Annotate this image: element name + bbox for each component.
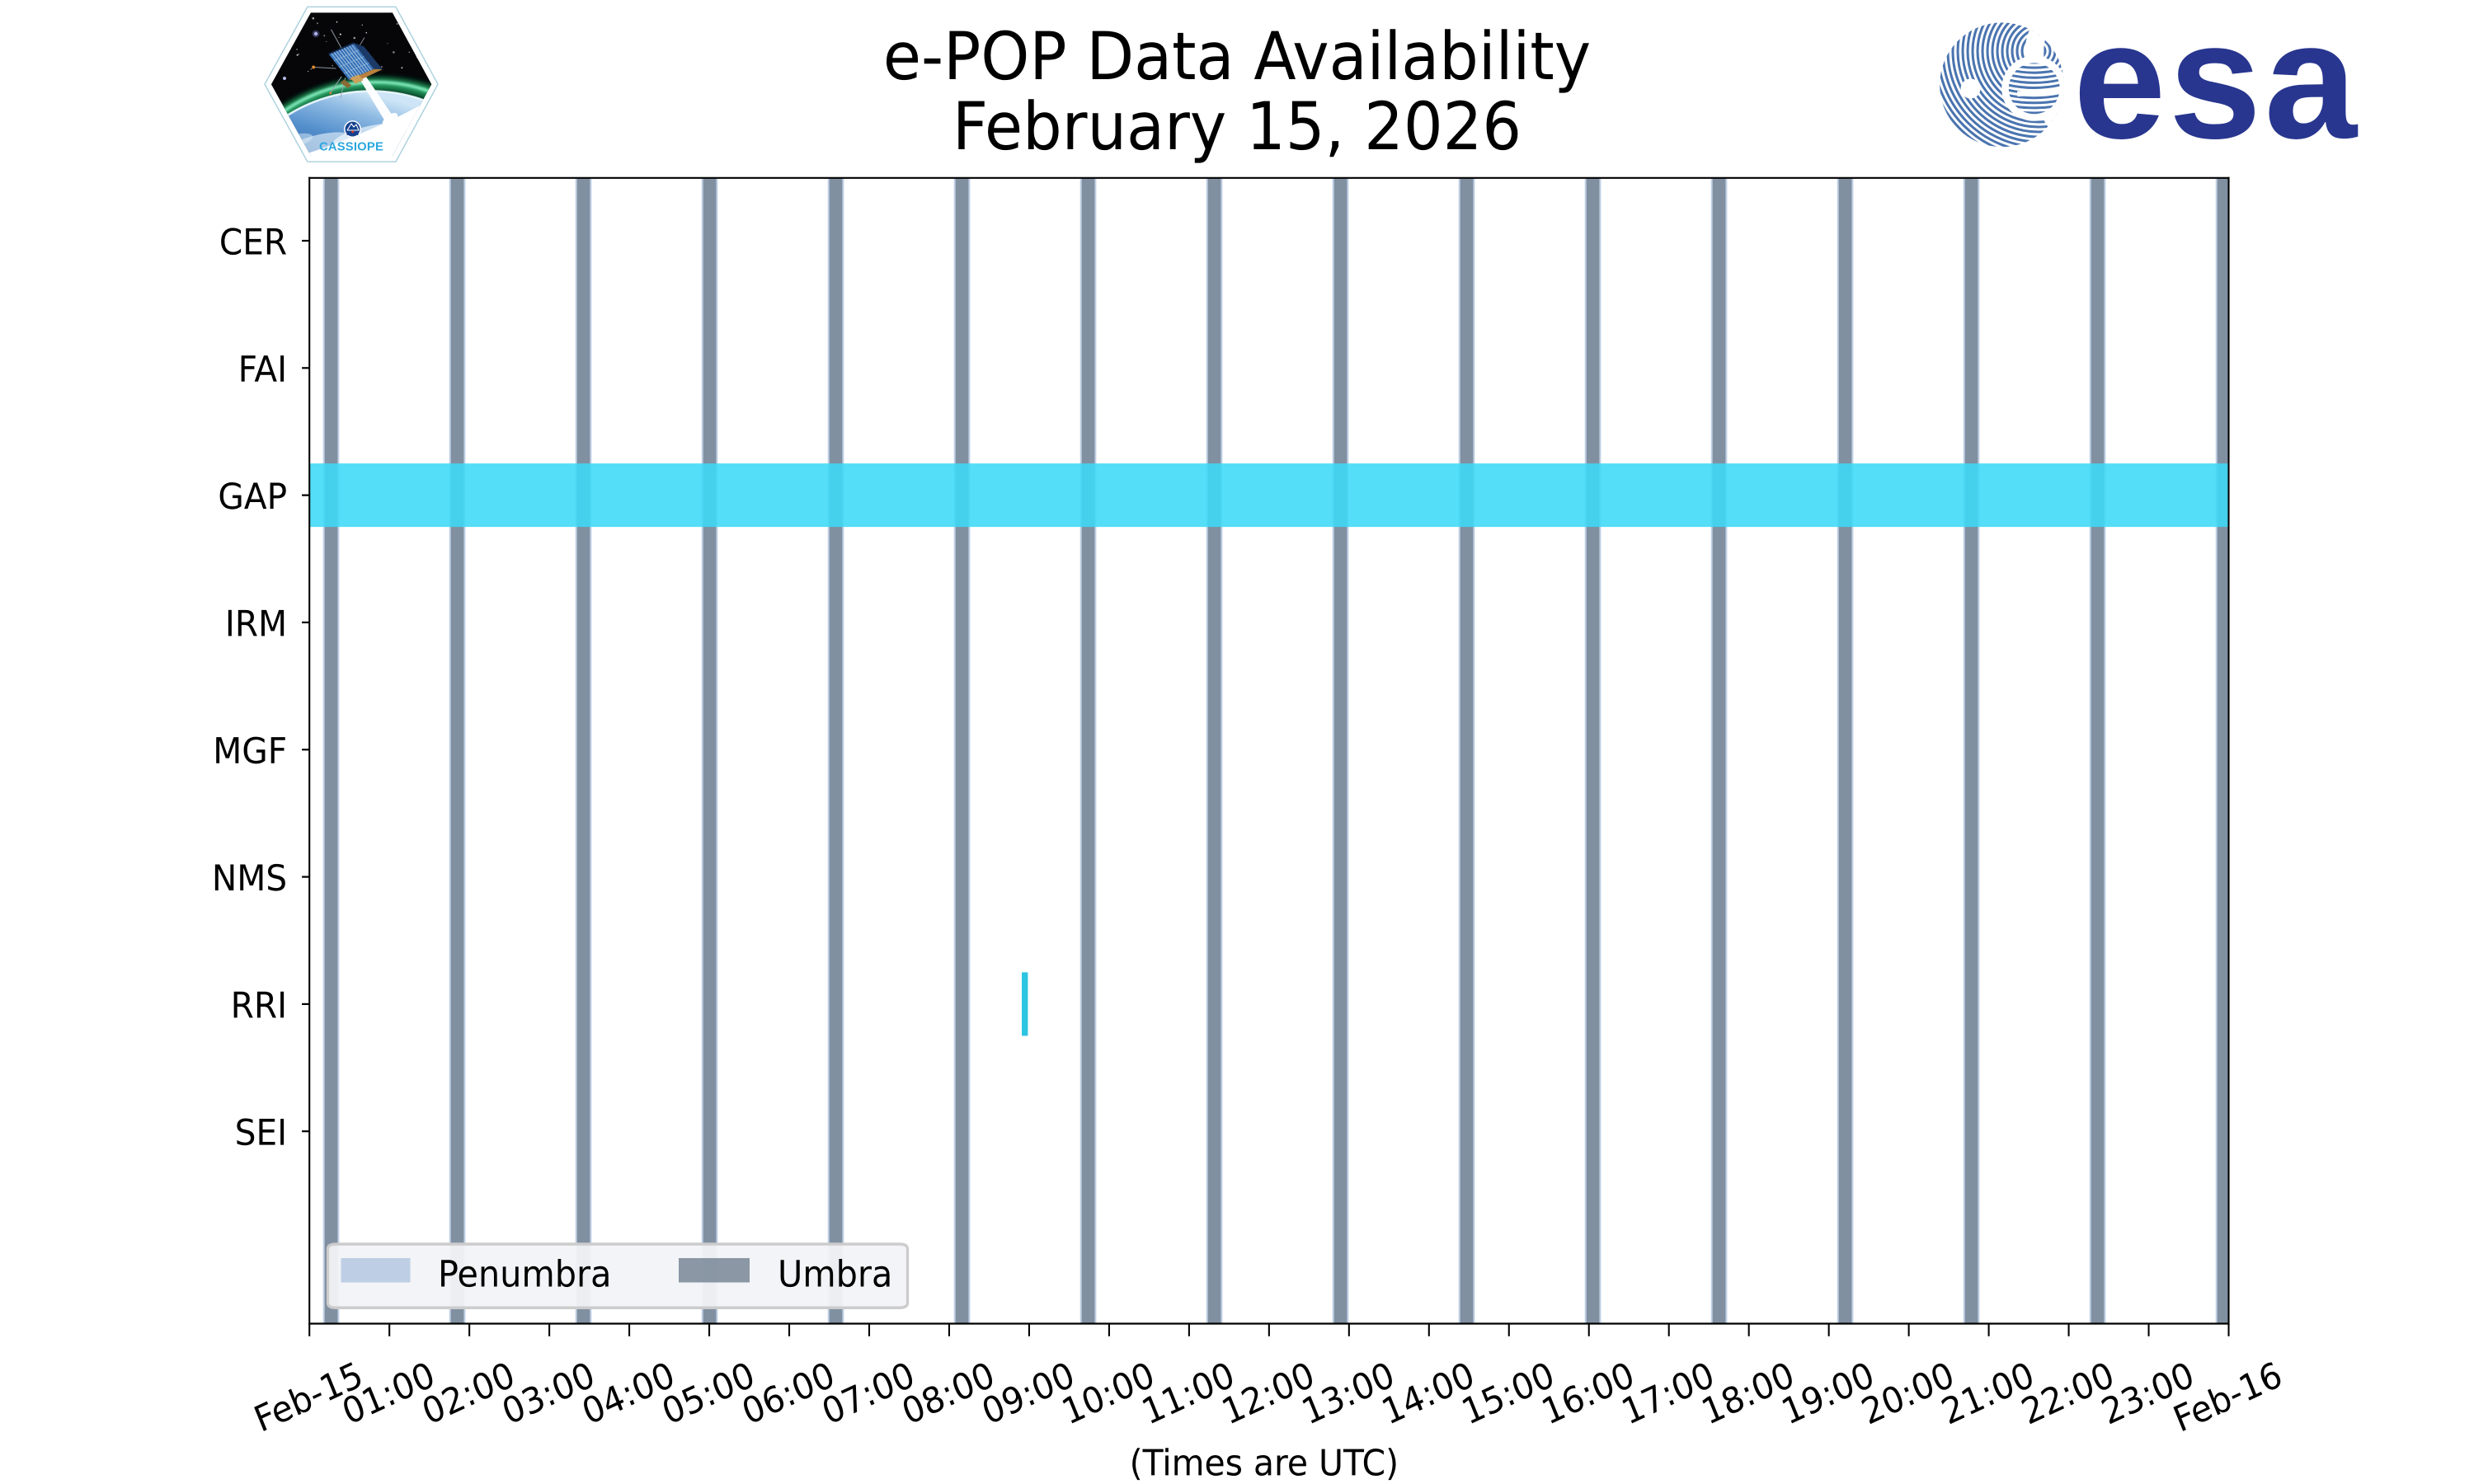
svg-text:esa: esa (2073, 0, 2359, 173)
svg-text:CASSIOPE: CASSIOPE (319, 141, 383, 154)
